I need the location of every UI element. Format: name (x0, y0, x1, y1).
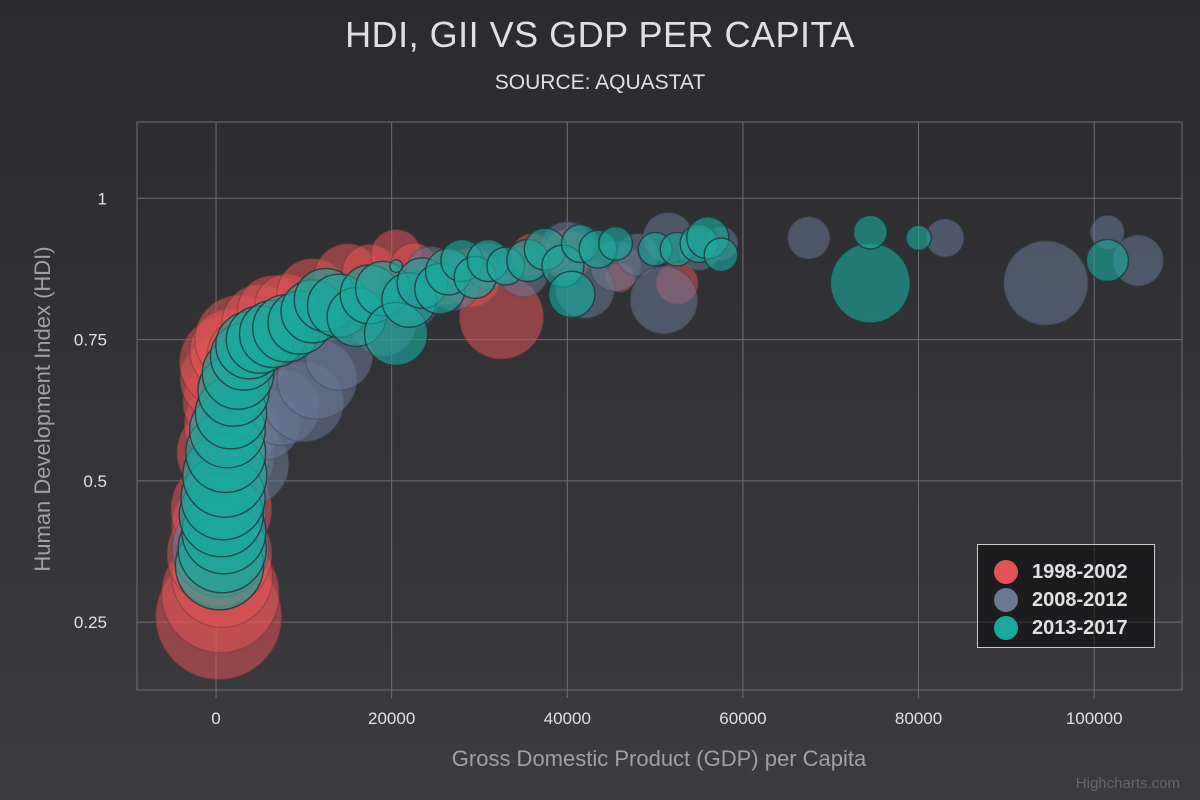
bubble-point[interactable] (905, 224, 932, 252)
legend-item-2013-2017[interactable]: 2013-2017 (994, 615, 1128, 641)
series-2013-2017 (174, 214, 1130, 611)
y-tick-label: 0.25 (74, 613, 107, 632)
tick-labels: 0 20000 40000 60000 80000 100000 0.25 0.5 0.75 1 (74, 189, 1123, 728)
y-tick-label: 0.75 (74, 331, 107, 350)
bubble-point[interactable] (598, 225, 634, 261)
chart-subtitle: SOURCE: AQUASTAT (494, 71, 706, 94)
legend-label-1998-2002: 1998-2002 (1032, 560, 1128, 583)
legend: 1998-2002 2008-2012 2013-2017 (977, 544, 1155, 648)
legend-swatch-1998-2002 (994, 560, 1018, 584)
x-tick-label: 20000 (368, 709, 415, 728)
legend-item-2008-2012[interactable]: 2008-2012 (994, 587, 1128, 613)
x-tick-label: 80000 (895, 709, 942, 728)
bubble-point[interactable] (389, 259, 404, 274)
x-tick-label: 60000 (719, 709, 766, 728)
x-tick-label: 0 (211, 709, 220, 728)
bubble-point[interactable] (629, 265, 699, 335)
chart-title: HDI, GII VS GDP PER CAPITA (345, 14, 855, 55)
bubble-point[interactable] (829, 242, 911, 324)
y-tick-label: 1 (98, 189, 107, 208)
legend-item-1998-2002[interactable]: 1998-2002 (994, 559, 1128, 585)
bubble-point[interactable] (852, 214, 888, 250)
credits-link[interactable]: Highcharts.com (1075, 775, 1180, 792)
legend-swatch-2013-2017 (994, 616, 1018, 640)
bubble-point[interactable] (787, 216, 831, 260)
bubble-point[interactable] (703, 237, 739, 273)
legend-swatch-2008-2012 (994, 588, 1018, 612)
bubble-point[interactable] (1085, 238, 1130, 283)
legend-label-2008-2012: 2008-2012 (1032, 588, 1128, 611)
x-axis-title: Gross Domestic Product (GDP) per Capita (452, 746, 867, 771)
legend-label-2013-2017: 2013-2017 (1032, 616, 1128, 639)
x-tick-label: 40000 (544, 709, 591, 728)
plot-border (136, 121, 1183, 691)
bubble-layer (154, 211, 1165, 681)
y-axis-title: Human Development Index (HDI) (30, 246, 55, 571)
bubble-point[interactable] (547, 270, 596, 319)
y-tick-label: 0.5 (83, 472, 107, 491)
bubble-point[interactable] (1003, 240, 1089, 326)
x-tick-label: 100000 (1066, 709, 1123, 728)
